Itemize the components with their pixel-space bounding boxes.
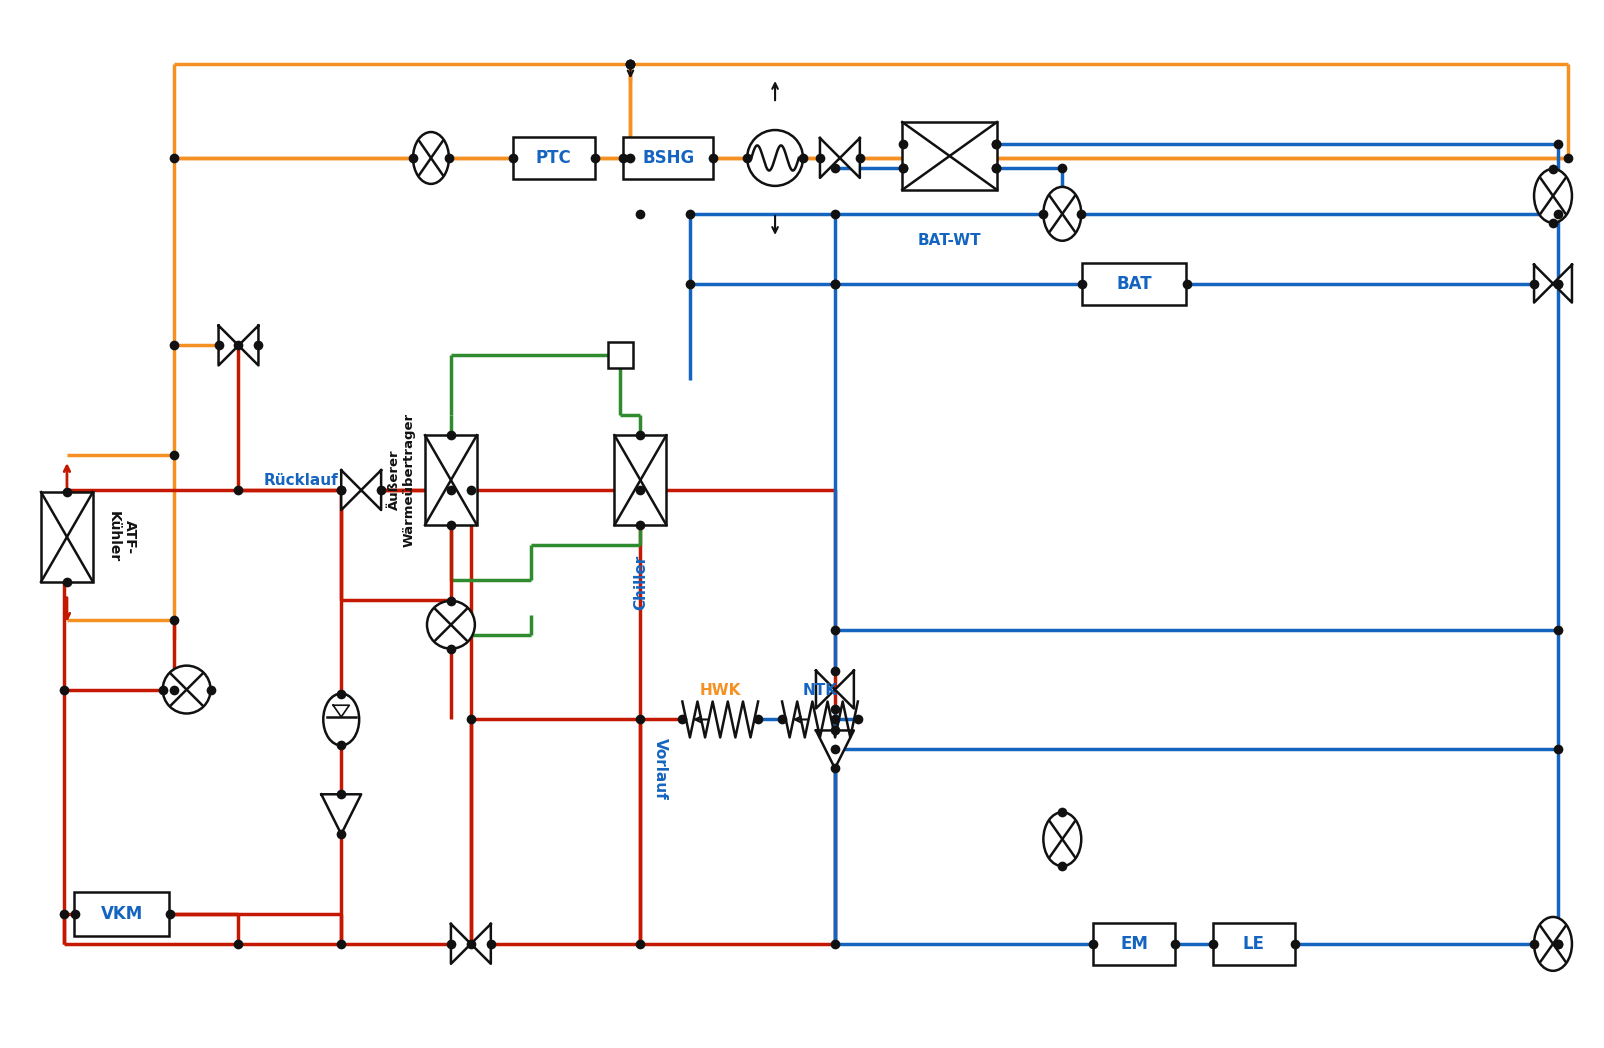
- Bar: [425, 435, 476, 525]
- Text: Rücklauf: Rücklauf: [265, 473, 338, 488]
- Polygon shape: [836, 671, 853, 708]
- Ellipse shape: [1043, 812, 1081, 866]
- Text: Vorlauf: Vorlauf: [653, 739, 667, 801]
- Text: Chiller: Chiller: [634, 555, 648, 610]
- Text: HWK: HWK: [699, 682, 741, 698]
- Bar: [42, 493, 93, 582]
- Polygon shape: [816, 671, 836, 708]
- Polygon shape: [840, 138, 860, 178]
- Bar: [513, 137, 595, 179]
- Text: BAT: BAT: [1116, 275, 1152, 292]
- Polygon shape: [451, 924, 472, 964]
- Text: Äußerer
Wärmeübertrager: Äußerer Wärmeübertrager: [388, 413, 415, 547]
- Text: ATF-
Kühler: ATF- Kühler: [107, 511, 136, 563]
- Bar: [901, 122, 998, 190]
- Polygon shape: [1533, 265, 1553, 303]
- Polygon shape: [218, 326, 239, 366]
- Ellipse shape: [1533, 917, 1572, 970]
- Polygon shape: [816, 730, 853, 768]
- Text: NTK: NTK: [802, 682, 837, 698]
- Ellipse shape: [1533, 169, 1572, 223]
- Text: BAT-WT: BAT-WT: [917, 233, 982, 247]
- Polygon shape: [472, 924, 491, 964]
- Bar: [1094, 923, 1176, 965]
- Polygon shape: [239, 326, 258, 366]
- Ellipse shape: [1043, 187, 1081, 241]
- Circle shape: [162, 665, 210, 714]
- Bar: [608, 343, 634, 369]
- Bar: [1081, 263, 1187, 305]
- Polygon shape: [1553, 265, 1572, 303]
- Polygon shape: [361, 471, 382, 510]
- Polygon shape: [342, 471, 361, 510]
- Text: BSHG: BSHG: [642, 149, 695, 167]
- Text: VKM: VKM: [101, 905, 143, 923]
- Polygon shape: [820, 138, 840, 178]
- Ellipse shape: [414, 132, 449, 183]
- Ellipse shape: [324, 694, 359, 745]
- Circle shape: [747, 130, 804, 185]
- Circle shape: [427, 601, 475, 649]
- Text: LE: LE: [1243, 935, 1266, 953]
- Bar: [624, 137, 714, 179]
- Bar: [614, 435, 666, 525]
- Text: EM: EM: [1120, 935, 1148, 953]
- Bar: [74, 892, 168, 937]
- Text: PTC: PTC: [536, 149, 571, 167]
- Bar: [1213, 923, 1294, 965]
- Polygon shape: [321, 794, 361, 834]
